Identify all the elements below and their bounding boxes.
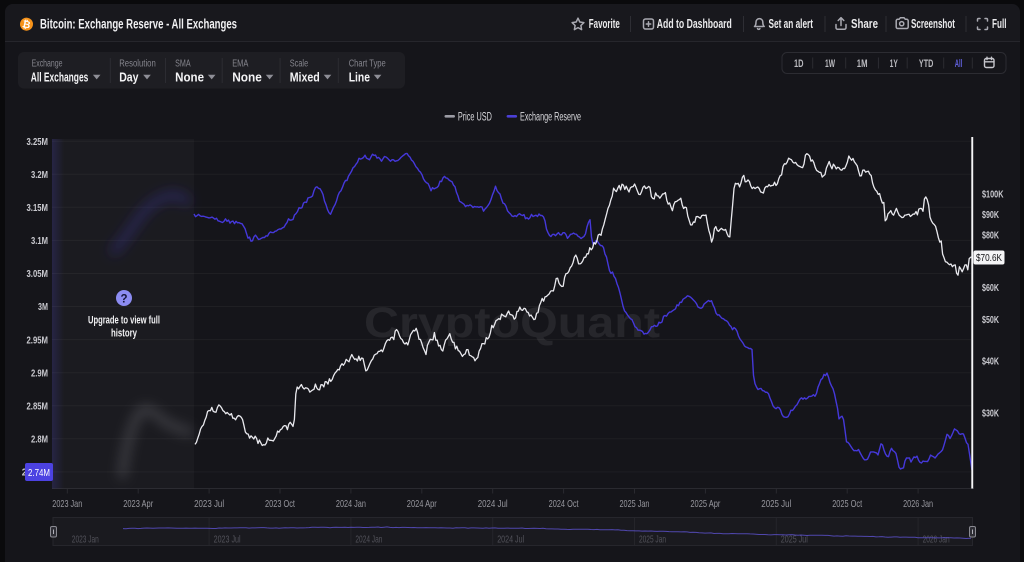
svg-text:Resolution: Resolution [119,59,156,70]
svg-text:1D: 1D [794,58,804,70]
svg-text:₿: ₿ [21,18,31,31]
svg-text:$50K: $50K [982,314,999,326]
svg-text:2.74M: 2.74M [28,467,50,479]
svg-text:2023 Apr: 2023 Apr [123,498,153,510]
svg-text:2024 Oct: 2024 Oct [549,498,579,510]
svg-text:2025 Oct: 2025 Oct [832,498,862,510]
svg-text:2025 Jul: 2025 Jul [781,534,808,546]
svg-text:$70.6K: $70.6K [976,252,1002,264]
svg-text:SMA: SMA [175,59,191,70]
svg-text:1Y: 1Y [890,58,899,70]
svg-text:2023 Jul: 2023 Jul [214,534,241,546]
svg-text:Screenshot: Screenshot [911,17,956,31]
svg-text:3.1M: 3.1M [31,235,48,247]
svg-text:$90K: $90K [982,209,999,221]
svg-text:Upgrade to view full: Upgrade to view full [88,315,160,327]
svg-text:1M: 1M [857,58,868,70]
svg-text:None: None [175,70,204,84]
svg-text:Exchange: Exchange [32,59,63,70]
svg-text:2025 Jan: 2025 Jan [639,534,666,546]
svg-text:2023 Jan: 2023 Jan [52,498,82,510]
svg-text:1W: 1W [825,58,835,70]
svg-text:2023 Jul: 2023 Jul [194,498,224,510]
svg-text:2024 Apr: 2024 Apr [407,498,437,510]
svg-text:$100K: $100K [982,189,1004,201]
svg-text:2.95M: 2.95M [27,334,49,346]
svg-text:2025 Jul: 2025 Jul [761,498,791,510]
svg-text:2025 Apr: 2025 Apr [690,498,720,510]
svg-text:3.2M: 3.2M [31,169,48,181]
svg-text:All Exchanges: All Exchanges [31,70,89,84]
svg-text:$40K: $40K [982,356,999,368]
svg-text:2023 Oct: 2023 Oct [265,498,295,510]
svg-text:3.15M: 3.15M [27,202,49,214]
svg-text:2025 Jan: 2025 Jan [620,498,650,510]
svg-text:?: ? [120,293,127,305]
svg-text:2.85M: 2.85M [27,400,49,412]
svg-text:$60K: $60K [982,282,999,294]
svg-text:history: history [111,328,138,340]
svg-text:Day: Day [119,70,138,84]
svg-text:2023 Jan: 2023 Jan [72,534,99,546]
svg-text:2024 Jul: 2024 Jul [478,498,508,510]
svg-text:2024 Jan: 2024 Jan [355,534,382,546]
svg-text:Set an alert: Set an alert [769,17,814,31]
svg-text:Scale: Scale [290,59,309,70]
svg-text:3M: 3M [38,301,48,313]
svg-text:Share: Share [851,17,878,31]
svg-text:$80K: $80K [982,230,999,242]
svg-text:None: None [232,70,262,84]
svg-text:YTD: YTD [919,58,933,70]
svg-text:Chart Type: Chart Type [349,59,386,70]
svg-text:$30K: $30K [982,408,999,420]
svg-text:EMA: EMA [232,59,248,70]
svg-text:Line: Line [349,70,370,84]
svg-text:2026 Jan: 2026 Jan [903,498,933,510]
svg-text:Favorite: Favorite [589,17,620,31]
svg-text:3.05M: 3.05M [27,268,49,280]
svg-text:2.9M: 2.9M [31,367,48,379]
svg-text:Add to Dashboard: Add to Dashboard [657,17,732,31]
svg-text:Mixed: Mixed [290,70,320,84]
svg-text:2.8M: 2.8M [31,434,48,446]
svg-text:2026 Jan: 2026 Jan [923,534,950,546]
svg-text:Price USD: Price USD [458,111,492,123]
svg-text:All: All [955,58,963,70]
svg-text:3.25M: 3.25M [27,136,49,148]
svg-text:2024 Jul: 2024 Jul [497,534,524,546]
svg-text:2024 Jan: 2024 Jan [336,498,366,510]
svg-text:Exchange Reserve: Exchange Reserve [520,111,581,123]
svg-text:Full: Full [992,17,1007,31]
svg-text:CryptoQuant: CryptoQuant [364,299,660,347]
svg-text:Bitcoin: Exchange Reserve - Al: Bitcoin: Exchange Reserve - All Exchange… [40,16,237,31]
